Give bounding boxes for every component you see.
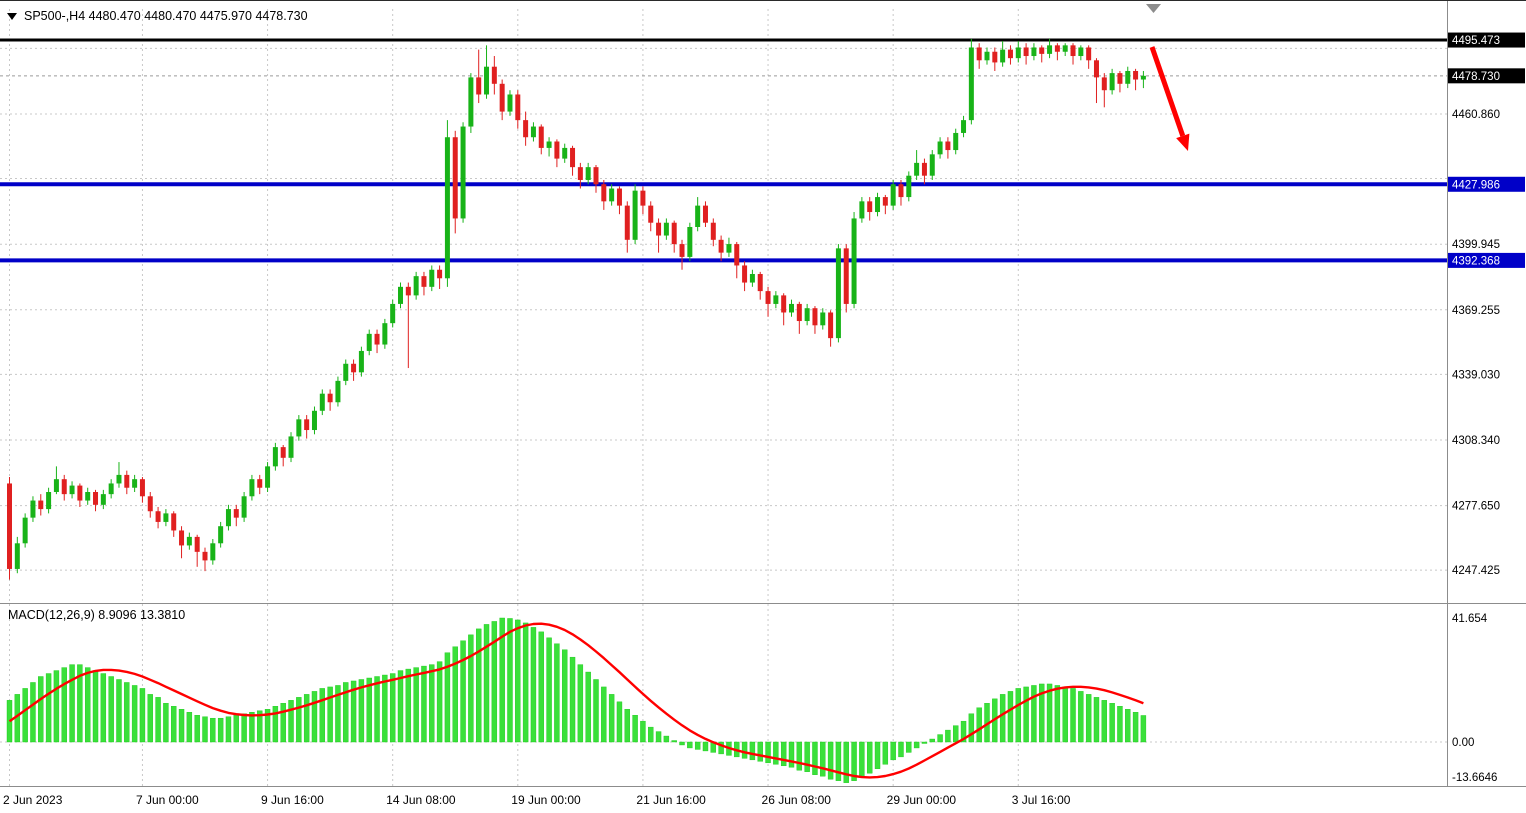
macd-indicator-label: MACD(12,26,9) 8.9096 13.3810 xyxy=(8,608,186,622)
price-axis-label: 4339.030 xyxy=(1452,369,1500,381)
level-lines xyxy=(0,38,1447,263)
symbol-dropdown-icon[interactable] xyxy=(7,12,17,20)
price-badge-label: 4392.368 xyxy=(1452,255,1500,267)
time-axis-label: 14 Jun 08:00 xyxy=(386,793,456,807)
candles-layer xyxy=(7,38,1146,580)
macd-axis-label: 41.654 xyxy=(1452,613,1488,625)
trend-arrow-annotation[interactable] xyxy=(1149,46,1190,151)
price-axis-label: 4369.255 xyxy=(1452,305,1500,317)
price-badge xyxy=(1448,176,1525,192)
price-badge-label: 4427.986 xyxy=(1452,179,1500,191)
price-axis-label: 4308.340 xyxy=(1452,435,1500,447)
price-badge-label: 4495.473 xyxy=(1452,35,1500,47)
symbol-info-text: SP500-,H4 4480.470 4480.470 4475.970 447… xyxy=(24,9,308,23)
time-axis-label: 3 Jul 16:00 xyxy=(1012,793,1071,807)
time-axis-label: 2 Jun 2023 xyxy=(3,793,63,807)
macd-axis-label: -13.6646 xyxy=(1452,772,1497,784)
price-badge xyxy=(1448,252,1525,268)
chart-shift-marker-icon[interactable] xyxy=(1146,4,1161,13)
price-badge-label: 4478.730 xyxy=(1452,71,1500,83)
macd-axis-label: 0.00 xyxy=(1452,737,1474,749)
time-axis-label: 29 Jun 00:00 xyxy=(887,793,957,807)
price-axis-label: 4277.650 xyxy=(1452,501,1500,513)
macd-scale[interactable]: 41.654 0.00 -13.6646 xyxy=(1452,613,1497,784)
price-axis-label: 4460.860 xyxy=(1452,109,1500,121)
symbol-ohlc-overlay: SP500-,H4 4480.470 4480.470 4475.970 447… xyxy=(7,9,308,23)
macd-signal-line xyxy=(8,622,1144,779)
time-axis-label: 7 Jun 00:00 xyxy=(136,793,199,807)
time-axis-label: 21 Jun 16:00 xyxy=(636,793,706,807)
vertical-gridlines xyxy=(9,9,1019,786)
horizontal-gridlines xyxy=(0,47,1447,571)
price-axis-label: 4247.425 xyxy=(1452,565,1500,577)
pane-separators xyxy=(0,1,1526,787)
price-badge xyxy=(1448,68,1525,84)
time-scale[interactable]: 2 Jun 2023 7 Jun 00:00 9 Jun 16:00 14 Jun 0… xyxy=(3,793,1071,807)
time-axis-label: 26 Jun 08:00 xyxy=(762,793,832,807)
time-axis-label: 9 Jun 16:00 xyxy=(261,793,324,807)
price-scale[interactable]: 4460.860 4399.945 4369.255 4339.030 4308.340… xyxy=(1448,32,1525,578)
time-axis-label: 19 Jun 00:00 xyxy=(511,793,581,807)
price-axis-label: 4399.945 xyxy=(1452,239,1500,251)
price-badge xyxy=(1448,32,1525,48)
macd-histogram xyxy=(6,617,1147,783)
